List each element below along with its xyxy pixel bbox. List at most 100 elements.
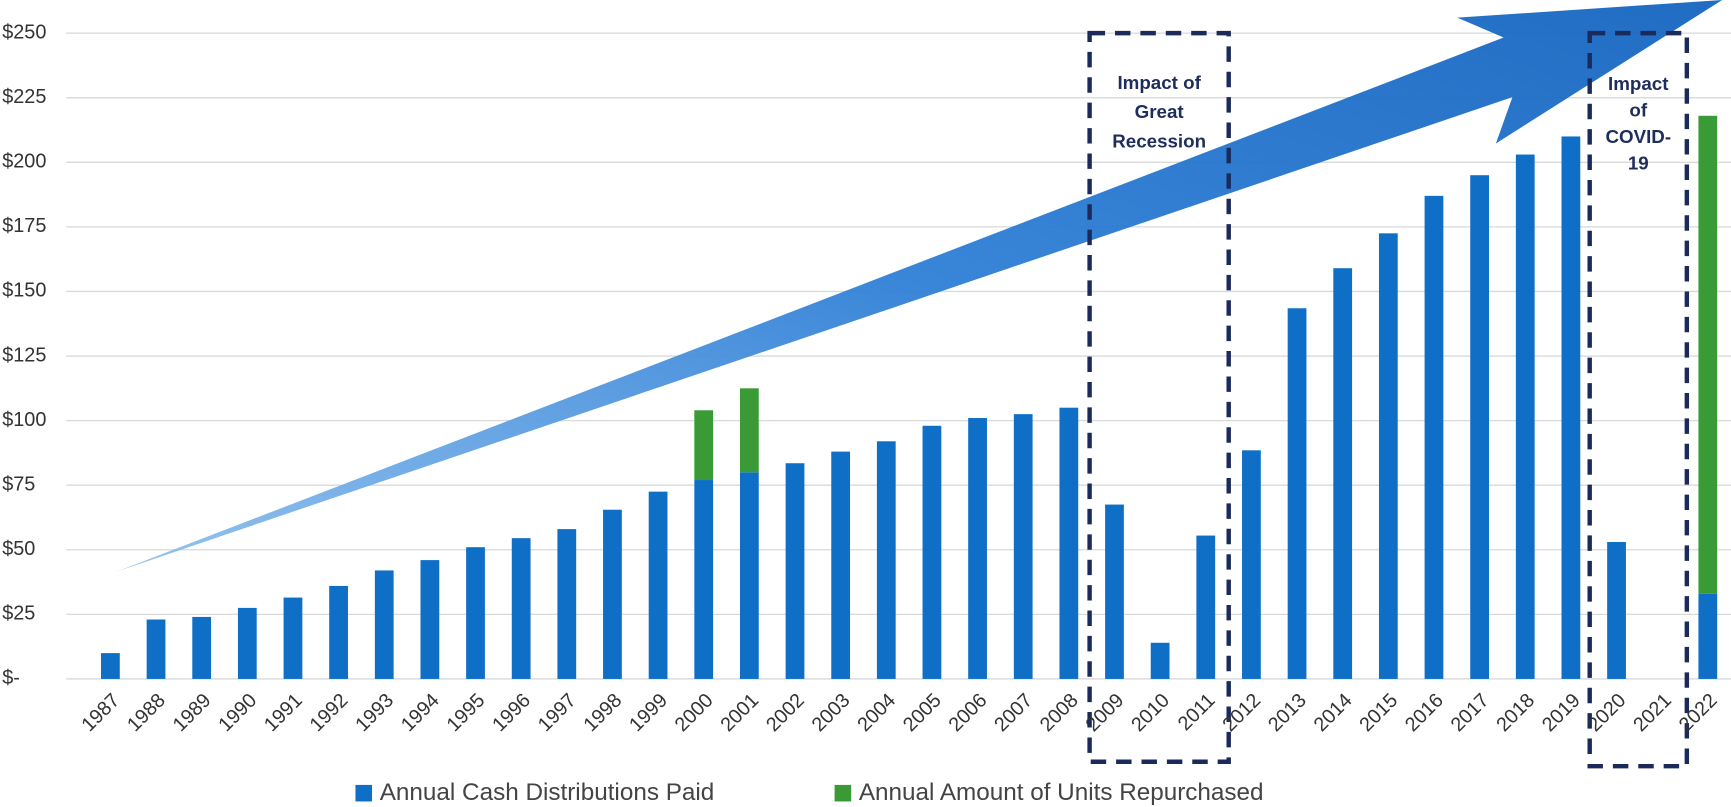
x-tick-label: 1991	[260, 689, 307, 736]
bar-segment	[694, 480, 714, 679]
bar-segment	[329, 585, 348, 679]
y-tick-label: $250	[2, 21, 46, 43]
x-tick-label: 2015	[1355, 689, 1402, 736]
y-tick-label: $50	[2, 538, 35, 560]
bar-segment	[831, 451, 851, 679]
bar-segment	[1013, 414, 1033, 679]
x-tick-label: 2022	[1675, 689, 1722, 736]
bar-segment	[192, 616, 212, 679]
x-tick-label: 2006	[945, 689, 992, 736]
annotation-text: COVID-	[1605, 126, 1671, 147]
bar-segment	[237, 607, 257, 679]
x-tick-label: 2013	[1264, 689, 1311, 736]
y-tick-label: $150	[2, 280, 46, 302]
x-tick-label: 1992	[306, 689, 353, 736]
annotation-box	[1587, 30, 1690, 769]
annotation-text: Recession	[1112, 130, 1206, 151]
annotation-text: Impact of	[1117, 72, 1201, 93]
bar-segment	[968, 418, 987, 679]
bar-segment	[1196, 535, 1216, 679]
x-tick-label: 1988	[123, 689, 170, 736]
y-tick-label: $200	[2, 151, 46, 173]
bar-segment	[1515, 154, 1535, 679]
bar-segment	[648, 491, 668, 679]
bar-segment	[1561, 136, 1581, 679]
x-tick-label: 2002	[762, 689, 809, 736]
bar-segment	[739, 388, 759, 473]
annotation-text: 19	[1628, 152, 1649, 173]
bar-segment	[739, 472, 759, 679]
annotations: Impact of Great Recession Impact of COVID- 19	[1112, 72, 1671, 174]
bar-segment	[101, 653, 120, 679]
annotation-box	[1087, 30, 1231, 764]
x-tick-label: 2016	[1401, 689, 1448, 736]
legend-swatch	[355, 784, 373, 802]
x-tick-label: 1997	[534, 689, 581, 736]
bar-segment	[1333, 268, 1353, 679]
bar-segment	[1470, 175, 1489, 679]
x-tick-label: 2005	[899, 689, 946, 736]
bar-segment	[1424, 195, 1444, 679]
x-tick-label: 1987	[77, 689, 124, 736]
annotation-text: of	[1629, 99, 1647, 120]
x-tick-label: 2007	[990, 689, 1037, 736]
bar-segment	[1607, 542, 1626, 679]
annotation-text: Great	[1135, 101, 1185, 122]
x-tick-label: 2000	[671, 689, 718, 736]
x-tick-label: 2019	[1538, 689, 1585, 736]
x-tick-label: 2001	[716, 689, 763, 736]
legend-swatch	[834, 784, 852, 802]
legend-label: Annual Amount of Units Repurchased	[859, 779, 1264, 806]
bar-segment	[374, 570, 394, 679]
y-tick-label: $75	[2, 473, 35, 495]
bar-segment	[1059, 407, 1079, 679]
x-tick-label: 2012	[1218, 689, 1265, 736]
bar-segment	[1378, 233, 1398, 679]
bar-segment	[146, 619, 166, 679]
x-tick-label: 2003	[808, 689, 855, 736]
y-tick-label: $225	[2, 86, 46, 108]
x-tick-label: 1995	[443, 689, 490, 736]
y-tick-label: $175	[2, 215, 46, 237]
x-tick-label: 1996	[488, 689, 535, 736]
legend-label: Annual Cash Distributions Paid	[380, 779, 715, 806]
x-tick-label: 1999	[625, 689, 672, 736]
bar-segment	[283, 597, 303, 679]
bar-segment	[511, 538, 531, 679]
legend: Annual Cash Distributions Paid Annual Amo…	[355, 779, 1264, 806]
x-tick-label: 1993	[351, 689, 398, 736]
x-tick-label: 2004	[853, 689, 900, 736]
bar-segment	[1698, 593, 1718, 679]
bar-segment	[876, 441, 896, 679]
bar-segment	[1287, 308, 1307, 679]
bar-segment	[420, 560, 440, 679]
bar-segment	[557, 529, 577, 679]
x-tick-label: 2017	[1447, 689, 1494, 736]
trend-arrow	[115, 0, 1723, 572]
x-tick-label: 2018	[1492, 689, 1539, 736]
bars	[101, 115, 1718, 679]
y-tick-label: $25	[2, 603, 35, 625]
y-tick-label: $100	[2, 409, 46, 431]
x-tick-label: 1989	[169, 689, 216, 736]
bar-segment	[1150, 642, 1170, 679]
x-tick-label: 2010	[1127, 689, 1174, 736]
bar-segment	[922, 425, 942, 679]
bar-segment	[1242, 450, 1261, 679]
bar-segment	[603, 509, 622, 679]
x-tick-label: 2011	[1174, 689, 1220, 735]
x-tick-label: 2008	[1036, 689, 1083, 736]
annotation-text: Impact	[1608, 73, 1669, 94]
x-tick-label: 1998	[580, 689, 627, 736]
bar-segment	[694, 410, 714, 481]
x-tick-label: 2014	[1310, 689, 1357, 736]
bar-segment	[1105, 504, 1124, 679]
y-tick-label: $125	[2, 344, 46, 366]
bar-segment	[466, 547, 485, 679]
bar-segment	[1698, 115, 1718, 594]
y-tick-label: $-	[2, 667, 20, 689]
labels: $- $25 $50 $75 $100 $125 $150 $175 $200 $225 $250 1…	[2, 21, 1721, 736]
bar-segment	[785, 463, 805, 679]
x-tick-label: 1994	[397, 689, 444, 736]
